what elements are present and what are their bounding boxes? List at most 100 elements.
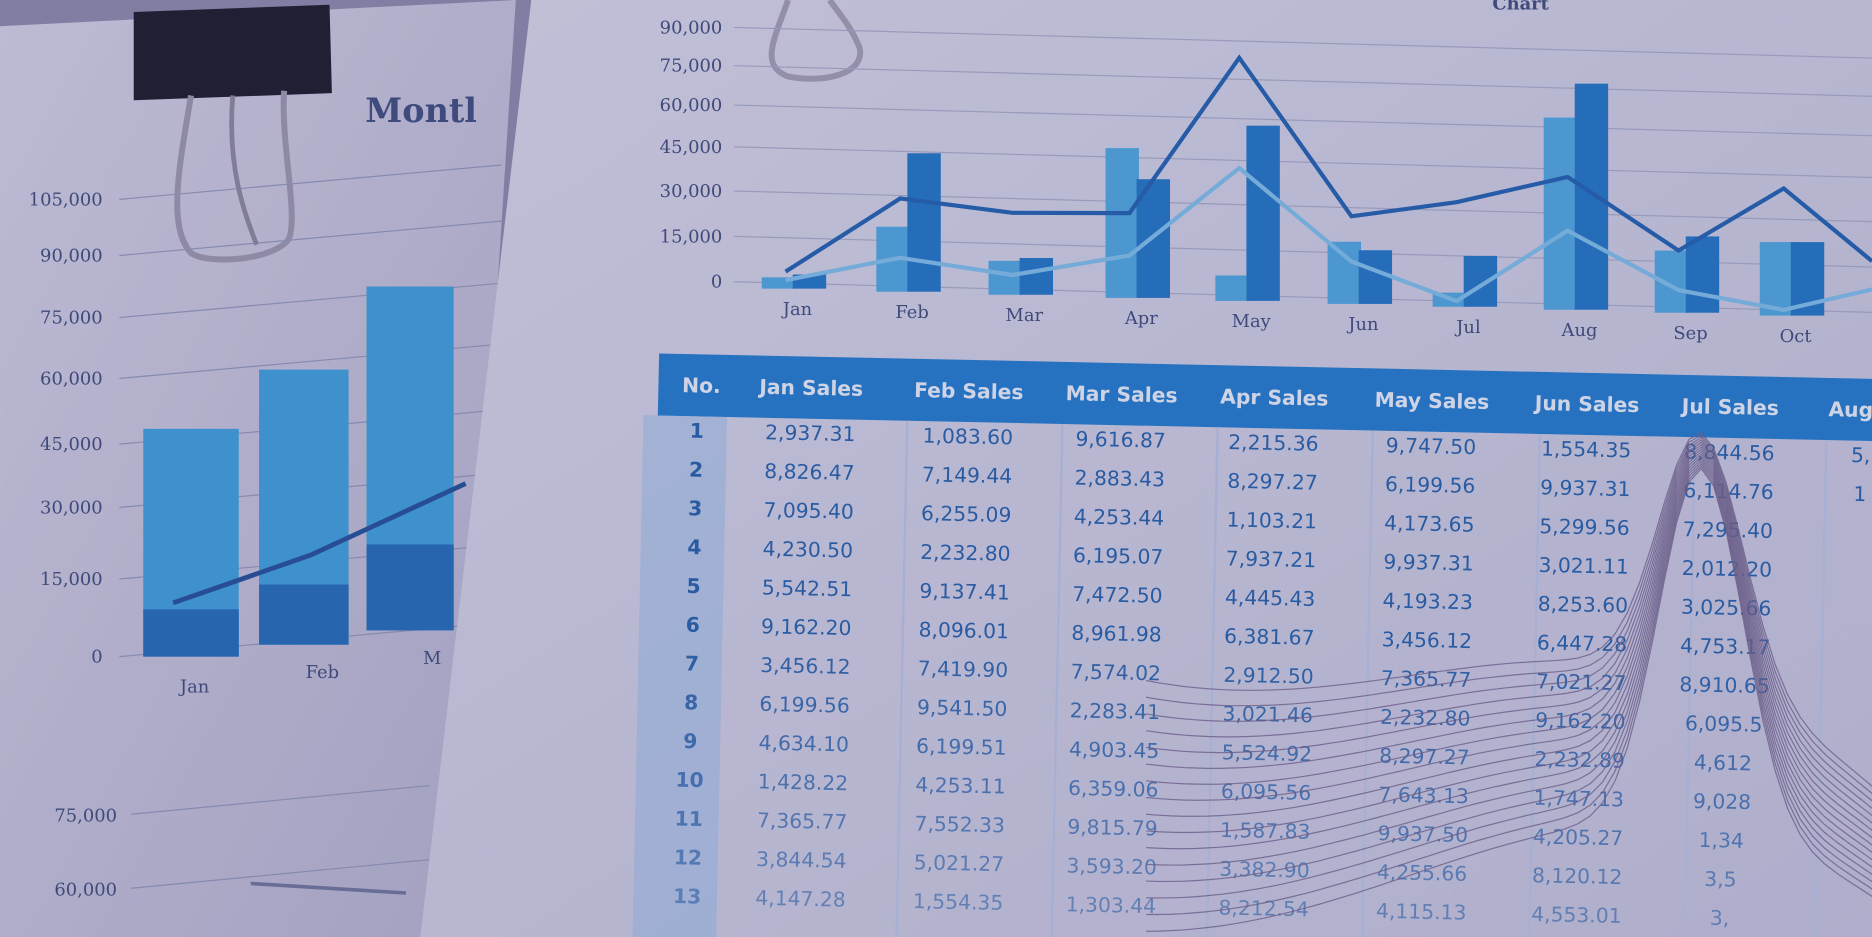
wireframe-wave-graphic (1146, 432, 1872, 932)
table-row: 6 9,162.20 8,096.01 8,961.98 6,381.67 3,456.1… (686, 613, 1771, 660)
column-divider (1527, 433, 1542, 937)
y-tick-label: 30,000 (40, 497, 103, 518)
cell: 9,937.31 (1540, 475, 1631, 501)
column-divider (894, 420, 909, 937)
row-number: 10 (675, 768, 704, 793)
cell: 7,365.77 (1381, 666, 1472, 692)
table-row: 2 8,826.47 7,149.44 2,883.43 8,297.27 6,199.5… (689, 457, 1867, 506)
cell: 7,419.90 (918, 656, 1009, 682)
column-header: Jun Sales (1533, 391, 1640, 417)
right-paper (420, 0, 1872, 937)
x-tick-label: Jan (178, 676, 210, 697)
x-tick-label: M (423, 648, 441, 669)
wave-line (1146, 434, 1872, 795)
line-series-dark (784, 54, 1872, 274)
wave-line (1146, 436, 1872, 802)
gridline (119, 220, 502, 257)
wave-line (1146, 453, 1872, 853)
gridline (131, 784, 430, 815)
cell: 3,844.54 (756, 847, 847, 873)
binder-clip-icon (133, 4, 332, 263)
cell: 7,552.33 (914, 811, 1005, 837)
cell: 1,428.22 (758, 769, 849, 795)
wave-line (1146, 465, 1872, 916)
cell: 5,542.51 (762, 575, 853, 601)
cell: 9,162.20 (761, 614, 852, 640)
gridline (131, 858, 430, 889)
wave-line (1146, 451, 1872, 846)
cell: 6,359.06 (1068, 776, 1159, 802)
y-tick-label: 15,000 (660, 226, 723, 247)
cell: 3,021.11 (1538, 553, 1629, 579)
x-tick-label: Mar (1006, 305, 1044, 326)
y-tick-label: 90,000 (660, 17, 723, 38)
cell: 3,593.20 (1066, 853, 1157, 879)
lower-line (250, 881, 407, 895)
wave-line (1146, 446, 1872, 831)
column-header: No. (682, 373, 721, 398)
cell: 6,255.09 (921, 501, 1012, 527)
gridline (119, 164, 502, 200)
row-number: 1 (690, 419, 705, 443)
column-header: Mar Sales (1065, 381, 1177, 407)
bar-light-aug (1543, 117, 1578, 310)
cell: 8,096.01 (918, 618, 1009, 644)
y-tick-label: 0 (711, 272, 722, 293)
lower-y-tick-label: 60,000 (54, 879, 117, 900)
cell: 6,381.67 (1224, 624, 1315, 650)
cell: 2,012.20 (1682, 556, 1773, 582)
cell: 5,524.92 (1222, 740, 1313, 766)
cell: 9,747.50 (1386, 433, 1477, 459)
cell: 5,021.27 (914, 850, 1005, 876)
y-tick-label: 0 (91, 647, 102, 668)
table-row: 3 7,095.40 6,255.09 4,253.44 1,103.21 4,173.6… (688, 496, 1773, 543)
left-sheet-title: Montl (365, 91, 477, 130)
cell: 4,253.11 (915, 773, 1006, 799)
cell: 9,937.50 (1377, 821, 1468, 847)
cell: 9,815.79 (1067, 815, 1158, 841)
cell: 2,232.80 (920, 540, 1011, 566)
cell: 9,937.31 (1383, 550, 1474, 576)
column-header: Jan Sales (757, 375, 863, 401)
right-chart: Chart 90,000 75,000 60,000 45,000 30,000 15,00… (660, 0, 1872, 347)
cell: 8,253.60 (1537, 592, 1628, 618)
left-chart: 105,000 90,000 75,000 60,000 45,000 30,000 15,… (29, 164, 502, 900)
bar-light-oct (1759, 242, 1794, 316)
y-tick-label: 45,000 (40, 434, 103, 455)
bar-lower-mar (366, 544, 454, 631)
y-tick-label: 75,000 (40, 308, 103, 329)
row-number: 7 (685, 651, 700, 675)
gridline (734, 146, 1872, 179)
column-divider (1682, 437, 1697, 937)
cell: 5, (1851, 443, 1871, 467)
cell: 2,283.41 (1070, 698, 1161, 724)
cell: 2,883.43 (1074, 466, 1165, 492)
y-tick-label: 45,000 (660, 137, 723, 158)
cell: 7,149.44 (922, 462, 1013, 488)
row-number: 9 (683, 729, 698, 753)
cell: 3,456.12 (760, 653, 851, 679)
cell: 8,961.98 (1071, 621, 1162, 647)
table-row: 5 5,542.51 9,137.41 7,472.50 4,445.43 4,193.2… (686, 574, 1771, 621)
wave-line (1146, 467, 1872, 932)
table-row: 8 6,199.56 9,541.50 2,283.41 3,021.46 2,232.8… (684, 690, 1763, 737)
cell: 4,115.13 (1376, 899, 1467, 925)
cell: 4,193.23 (1382, 588, 1473, 614)
bar-dark-feb (907, 153, 941, 292)
bar-lower-feb (259, 584, 349, 645)
cell: 3, (1710, 906, 1730, 930)
bar-dark-jun (1358, 250, 1393, 304)
y-tick-label: 105,000 (29, 189, 103, 210)
x-tick-label: Feb (895, 302, 928, 323)
cell: 6,447.28 (1537, 630, 1628, 656)
wave-line (1146, 441, 1872, 817)
cell: 4,553.01 (1531, 902, 1622, 928)
wave-line (1146, 432, 1872, 787)
cell: 3,5 (1704, 867, 1737, 892)
cell: 6,199.51 (916, 734, 1007, 760)
cell: 6,195.07 (1073, 543, 1164, 569)
y-tick-label: 60,000 (660, 95, 723, 116)
line-series-light (785, 165, 1872, 313)
